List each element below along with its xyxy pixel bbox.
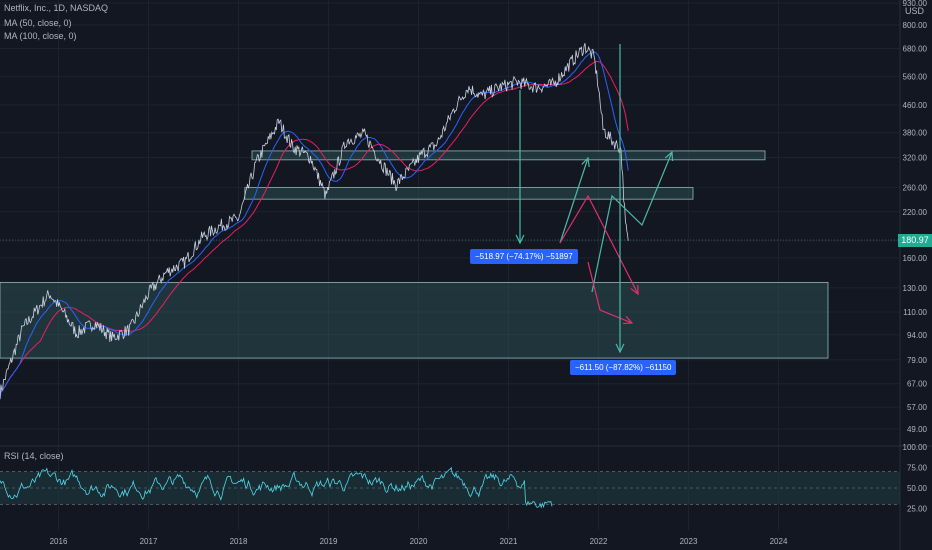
measure-badge-1[interactable]: −518.97 (−74.17%) −51897 bbox=[470, 249, 578, 264]
measure-line-1-head[interactable] bbox=[515, 234, 525, 245]
x-tick-label: 2017 bbox=[140, 537, 158, 546]
y-tick-label: 800.00 bbox=[903, 21, 928, 30]
y-tick-label: 79.00 bbox=[907, 356, 928, 365]
measure-line-2-head[interactable] bbox=[615, 343, 625, 354]
price-series bbox=[0, 43, 629, 400]
y-tick-label: 160.00 bbox=[903, 254, 928, 263]
x-tick-label: 2020 bbox=[410, 537, 428, 546]
axes: 930.00 800.00 680.00 560.00 460.00 380.00 320.… bbox=[50, 0, 928, 546]
y-tick-label: 220.00 bbox=[903, 208, 928, 217]
arrow-down-1[interactable] bbox=[559, 194, 639, 295]
y-tick-label: 67.00 bbox=[907, 380, 928, 389]
x-tick-label: 2019 bbox=[320, 537, 338, 546]
y-tick-label: 930.00 bbox=[903, 0, 928, 8]
arrow-up-2-head[interactable] bbox=[664, 150, 674, 162]
rsi-tick-label: 50.00 bbox=[907, 484, 928, 493]
arrow-down-2[interactable] bbox=[587, 261, 633, 324]
measure-badge-2[interactable]: −611.50 (−87.82%) −61150 bbox=[570, 360, 677, 375]
x-tick-label: 2021 bbox=[500, 537, 518, 546]
support-zones bbox=[0, 150, 829, 359]
y-tick-label: 57.00 bbox=[907, 403, 928, 412]
y-tick-label: 320.00 bbox=[903, 154, 928, 163]
arrow-down-1-head[interactable] bbox=[630, 284, 639, 296]
rsi-line bbox=[0, 466, 553, 509]
rsi-tick-label: 100.00 bbox=[903, 443, 928, 452]
arrow-up-1-head[interactable] bbox=[581, 156, 590, 168]
arrow-up-1[interactable] bbox=[559, 157, 589, 244]
rsi-pane bbox=[0, 466, 900, 509]
zone-1[interactable] bbox=[251, 150, 766, 161]
last-price-tag: 180.97 bbox=[898, 234, 932, 247]
y-tick-label: 260.00 bbox=[903, 184, 928, 193]
y-tick-label: 460.00 bbox=[903, 101, 928, 110]
y-tick-label: 680.00 bbox=[903, 45, 928, 54]
currency-label: USD bbox=[905, 6, 925, 16]
drawings[interactable] bbox=[0, 44, 900, 354]
y-tick-label: 94.00 bbox=[907, 331, 928, 340]
symbol-legend[interactable]: Netflix, Inc., 1D, NASDAQ bbox=[4, 3, 109, 13]
rsi-tick-label: 75.00 bbox=[907, 464, 928, 473]
y-tick-label: 560.00 bbox=[903, 73, 928, 82]
ma100-legend[interactable]: MA (100, close, 0) bbox=[4, 31, 77, 41]
x-tick-label: 2022 bbox=[590, 537, 608, 546]
arrow-down-2-head[interactable] bbox=[622, 315, 634, 325]
y-tick-label: 380.00 bbox=[903, 129, 928, 138]
rsi-tick-label: 25.00 bbox=[907, 505, 928, 514]
rsi-legend[interactable]: RSI (14, close) bbox=[4, 451, 64, 461]
y-tick-label: 130.00 bbox=[903, 284, 928, 293]
x-tick-label: 2018 bbox=[230, 537, 248, 546]
zone-2[interactable] bbox=[244, 187, 694, 200]
x-tick-label: 2016 bbox=[50, 537, 68, 546]
arrow-up-2[interactable] bbox=[591, 151, 673, 293]
zone-3[interactable] bbox=[0, 281, 829, 359]
y-tick-label: 110.00 bbox=[903, 308, 927, 317]
ma50-legend[interactable]: MA (50, close, 0) bbox=[4, 18, 72, 28]
x-tick-label: 2024 bbox=[770, 537, 788, 546]
price-line bbox=[0, 43, 629, 400]
x-tick-label: 2023 bbox=[680, 537, 698, 546]
y-tick-label: 49.00 bbox=[907, 425, 928, 434]
